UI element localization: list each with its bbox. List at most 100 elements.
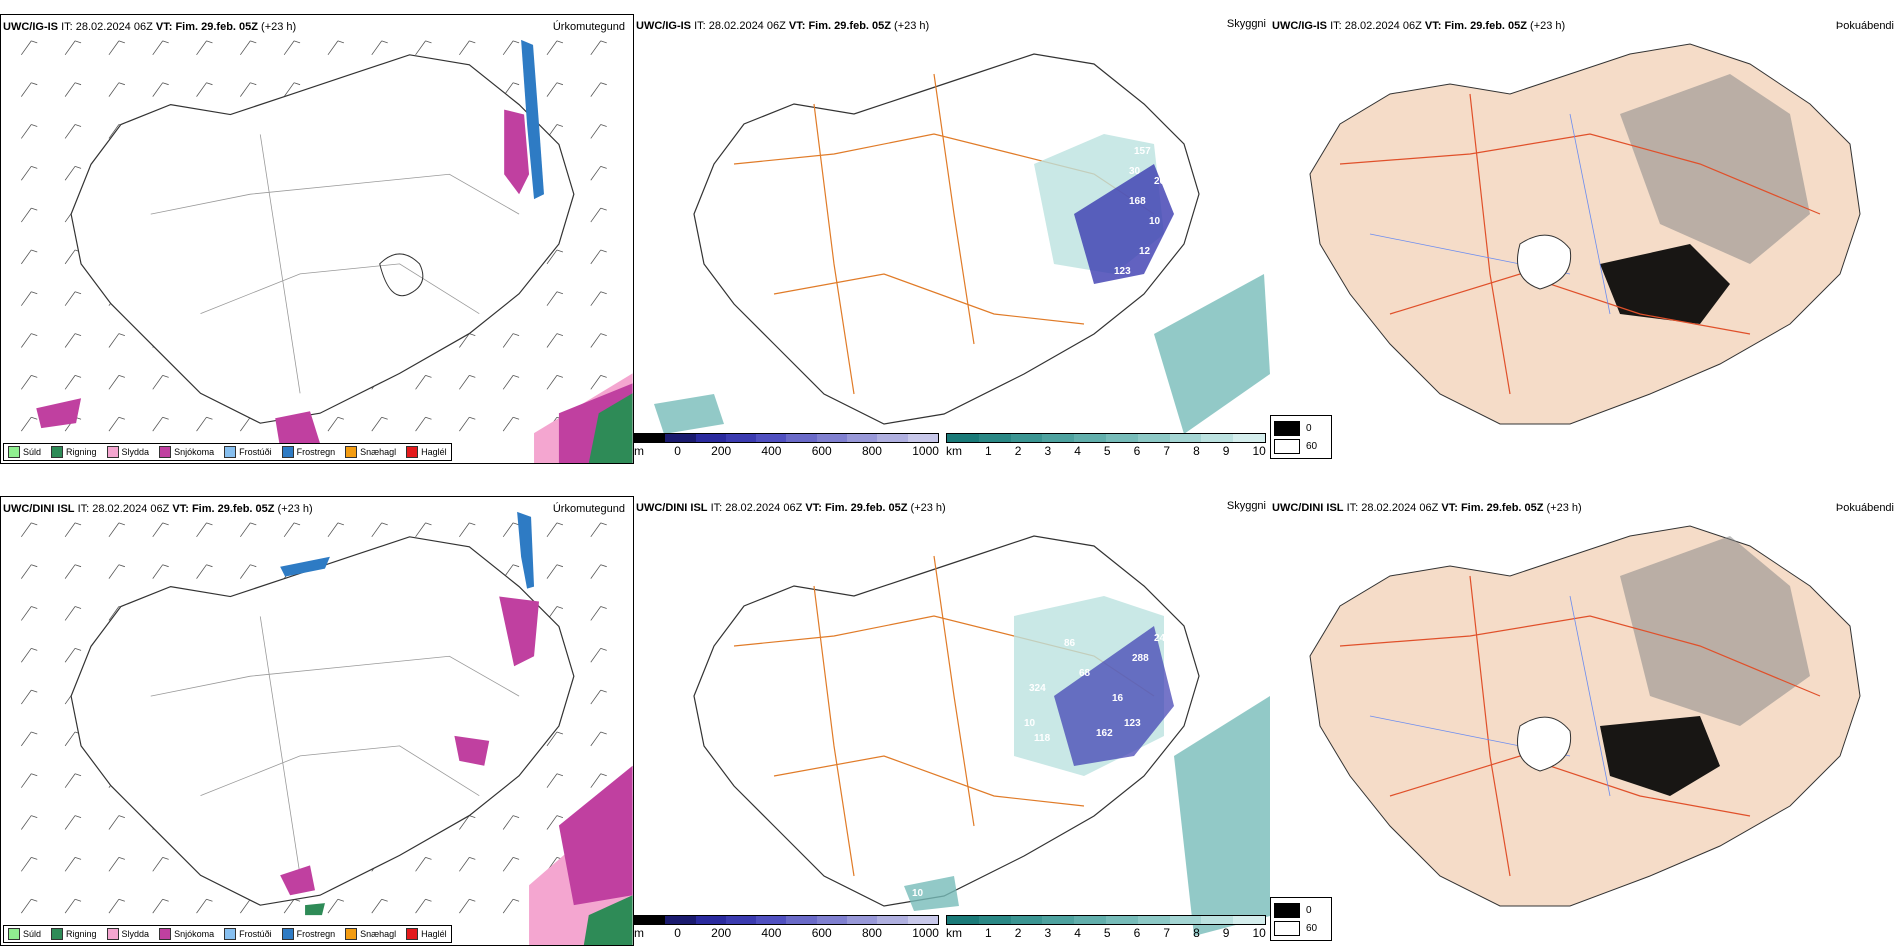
wind-barb: [546, 773, 564, 788]
legend-item: Frostúði: [224, 928, 272, 940]
wind-barb: [20, 165, 38, 181]
precip-snow-center: [454, 735, 490, 766]
wind-barb: [590, 82, 607, 97]
fog-swatch-clear: [1274, 920, 1300, 936]
legend-swatch: [51, 928, 64, 940]
vis-scale-m-bars: [634, 915, 939, 925]
scale-tick: 2: [1014, 444, 1022, 458]
wind-barb: [502, 522, 520, 538]
scale-tick: 7: [1163, 444, 1171, 458]
precip-map-bottom: [20, 511, 633, 945]
road-network: [150, 616, 520, 876]
visibility-very-low-east: [1054, 626, 1174, 766]
vis-scale-m-bars: [634, 433, 939, 443]
fog-map-top: [1309, 43, 1861, 425]
wind-barb: [64, 82, 82, 97]
fog-legend-bottom: 0 60: [1270, 897, 1332, 941]
scale-swatch: [1169, 434, 1202, 442]
scale-swatch: [1042, 916, 1075, 924]
visibility-map-top: 157 30 20 168 10 12 123 157: [654, 53, 1270, 434]
wind-barb: [590, 291, 607, 306]
legend-item: Súld: [8, 446, 41, 458]
wind-barb: [546, 815, 564, 830]
legend-label: Frostregn: [296, 929, 336, 939]
wind-barb: [240, 40, 257, 56]
wind-barb: [546, 291, 564, 306]
wind-barb: [20, 564, 38, 579]
scale-tick: 9: [1222, 444, 1230, 458]
scale-swatch: [947, 916, 979, 924]
wind-barb: [590, 40, 607, 56]
vis-title-top: Skyggni: [1226, 18, 1266, 30]
scale-swatch: [695, 916, 726, 924]
road-network: [150, 134, 520, 394]
scale-swatch: [877, 916, 908, 924]
wind-barb: [20, 207, 38, 223]
wind-barb: [459, 333, 476, 348]
vis-scale-km-ticks: km 1 2 3 4 5 6 7 8 9 10: [946, 444, 1266, 458]
scale-tick: 1000: [912, 444, 939, 458]
scale-swatch: [1074, 916, 1106, 924]
header-top-precip: UWC/IG-IS IT: 28.02.2024 06Z VT: Fim. 29…: [3, 21, 297, 33]
scale-unit: km: [946, 444, 962, 458]
wind-barb: [108, 375, 125, 390]
scale-tick: 1000: [912, 926, 939, 940]
legend-item: Rigning: [51, 446, 97, 458]
vis-label: 16: [1112, 693, 1124, 704]
scale-swatch: [756, 434, 787, 442]
scale-tick: 0: [674, 444, 681, 458]
precip-freezing-rain-east: [517, 511, 535, 589]
vis-label: 324: [1029, 683, 1046, 694]
scale-tick: 200: [711, 444, 732, 458]
scale-unit: m: [634, 926, 644, 940]
legend-swatch: [281, 928, 294, 940]
scale-swatch: [635, 434, 666, 442]
precip-snow-east: [504, 109, 530, 195]
scale-tick: 600: [811, 926, 832, 940]
scale-swatch: [786, 916, 817, 924]
scale-swatch: [978, 434, 1011, 442]
vis-scale-km-ticks: km 1 2 3 4 5 6 7 8 9 10: [946, 926, 1266, 940]
legend-item: Snjókoma: [159, 928, 214, 940]
wind-barb: [64, 333, 82, 348]
vis-label: 157: [1094, 286, 1111, 297]
iceland-coastline: [70, 536, 575, 906]
scale-swatch: [1137, 916, 1170, 924]
legend-swatch: [406, 928, 419, 940]
legend-swatch: [106, 446, 119, 458]
scale-tick: 600: [811, 444, 832, 458]
vis-label: 10: [1149, 216, 1161, 227]
precip-snow-sw: [36, 398, 82, 429]
fog-swatch-dense: [1274, 420, 1300, 436]
wind-barb: [152, 416, 169, 432]
scale-swatch: [1074, 434, 1106, 442]
wind-barb: [152, 522, 169, 538]
fog-dense-center: [1600, 244, 1730, 324]
wind-barb: [240, 522, 257, 538]
scale-swatch: [695, 434, 726, 442]
wind-barb: [546, 731, 564, 747]
wind-barb: [20, 416, 38, 432]
scale-tick: 4: [1074, 926, 1081, 940]
wind-barb: [64, 124, 82, 139]
wind-barb: [64, 857, 82, 872]
scale-tick: 8: [1193, 444, 1200, 458]
wind-barb: [459, 416, 476, 432]
scale-tick: 10: [1252, 444, 1266, 458]
scale-tick: 7: [1163, 926, 1171, 940]
precip-rain-se: [583, 895, 633, 945]
legend-item: Frostúði: [224, 446, 272, 458]
legend-item: Snæhagl: [345, 446, 396, 458]
wind-barb: [459, 898, 476, 914]
precip-title-bottom: Úrkomutegund: [552, 503, 625, 515]
wind-barb: [20, 773, 38, 788]
wind-barb: [459, 815, 476, 830]
wind-barb: [196, 898, 213, 914]
scale-swatch: [816, 916, 848, 924]
scale-swatch: [1105, 916, 1138, 924]
wind-barb: [327, 416, 345, 432]
wind-barb: [371, 522, 388, 538]
wind-barb: [546, 40, 564, 56]
precip-legend-top: Súld Rigning Slydda Snjókoma Frostúði Frostre…: [3, 443, 452, 461]
legend-label: Frostúði: [239, 447, 272, 457]
